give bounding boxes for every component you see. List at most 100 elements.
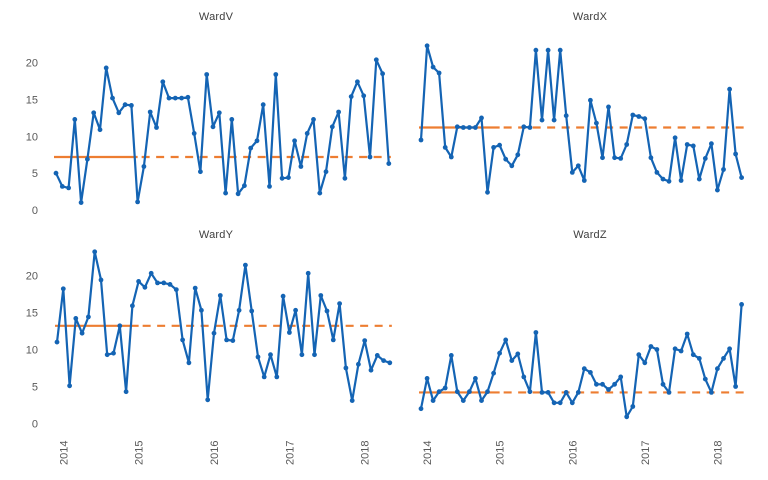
data-point: [448, 353, 454, 358]
data-point: [304, 131, 310, 136]
data-point: [73, 316, 79, 321]
data-point: [123, 389, 129, 395]
data-point: [292, 138, 297, 144]
data-point: [418, 137, 424, 143]
data-point: [374, 353, 380, 358]
chart-title-wardy: WardY: [198, 229, 234, 241]
data-point: [454, 124, 460, 130]
data-point: [491, 370, 496, 376]
data-point: [642, 116, 648, 122]
data-point: [243, 262, 248, 268]
data-point: [654, 347, 660, 352]
data-point: [563, 390, 569, 395]
data-point: [630, 404, 636, 409]
data-point: [485, 189, 490, 195]
data-point: [324, 308, 330, 314]
data-point: [198, 169, 203, 175]
data-point: [135, 199, 141, 205]
data-point: [594, 381, 599, 387]
data-point: [606, 387, 611, 392]
data-point: [521, 374, 527, 380]
data-point: [448, 154, 454, 160]
chart-title-wardx: WardX: [572, 11, 608, 23]
data-point: [85, 156, 90, 162]
data-point: [349, 398, 355, 403]
data-point: [387, 360, 393, 366]
data-point: [690, 352, 696, 358]
data-point: [600, 155, 605, 161]
data-point: [666, 178, 672, 184]
data-point: [527, 389, 533, 395]
data-point: [173, 287, 179, 292]
data-point: [216, 110, 222, 116]
data-point: [147, 109, 153, 115]
x-tick-label: 2017: [640, 441, 652, 465]
data-point: [122, 102, 128, 108]
data-point: [442, 145, 448, 150]
data-point: [678, 178, 684, 183]
data-point: [355, 79, 360, 85]
data-point: [343, 365, 349, 371]
data-point: [274, 374, 280, 380]
data-point: [636, 352, 642, 358]
x-tick-label: 2015: [134, 441, 146, 465]
data-point: [702, 376, 708, 382]
data-point: [624, 414, 630, 420]
data-point: [380, 71, 385, 77]
data-point: [381, 358, 386, 363]
x-tick-label: 2014: [422, 441, 434, 465]
data-point: [442, 385, 448, 391]
data-point: [497, 350, 502, 356]
data-point: [509, 358, 515, 363]
data-point: [268, 352, 273, 358]
data-point: [569, 170, 575, 175]
data-point: [204, 72, 210, 77]
chart-panel-wardy: 0 5 10 15 20 2014 2015 2016 2017 2018: [26, 249, 393, 465]
y-tick-label: 0: [32, 419, 38, 431]
y-tick-label: 5: [32, 168, 38, 180]
data-point: [53, 170, 59, 176]
data-point: [521, 124, 527, 130]
data-point: [503, 337, 509, 343]
data-point: [485, 389, 490, 395]
data-point: [539, 117, 545, 123]
data-point: [696, 176, 702, 182]
data-point: [273, 72, 279, 77]
data-point: [117, 323, 123, 329]
data-point: [569, 400, 575, 406]
data-point: [185, 94, 191, 100]
data-line: [419, 44, 743, 194]
data-point: [330, 337, 336, 343]
data-point: [424, 376, 430, 381]
data-point: [336, 109, 341, 115]
data-point: [454, 389, 460, 395]
data-point: [533, 47, 539, 53]
data-point: [361, 93, 367, 99]
data-point: [199, 307, 204, 313]
data-point: [733, 384, 738, 389]
data-point: [581, 178, 587, 183]
data-point: [318, 293, 324, 298]
data-point: [192, 285, 198, 291]
data-point: [79, 330, 85, 336]
data-point: [467, 389, 472, 395]
data-point: [356, 361, 361, 367]
data-point: [72, 117, 78, 122]
data-point: [612, 381, 617, 387]
data-point: [515, 152, 521, 158]
data-point: [97, 127, 103, 133]
data-point: [236, 307, 242, 313]
data-point: [539, 390, 545, 395]
data-point: [418, 406, 424, 412]
data-point: [59, 184, 65, 189]
data-point: [696, 356, 702, 361]
data-point: [180, 337, 186, 343]
data-point: [267, 184, 272, 189]
y-tick-label: 5: [32, 382, 38, 394]
data-point: [460, 125, 466, 130]
data-point: [545, 47, 551, 53]
data-point: [167, 282, 173, 287]
data-point: [642, 360, 648, 366]
data-point: [473, 376, 478, 381]
